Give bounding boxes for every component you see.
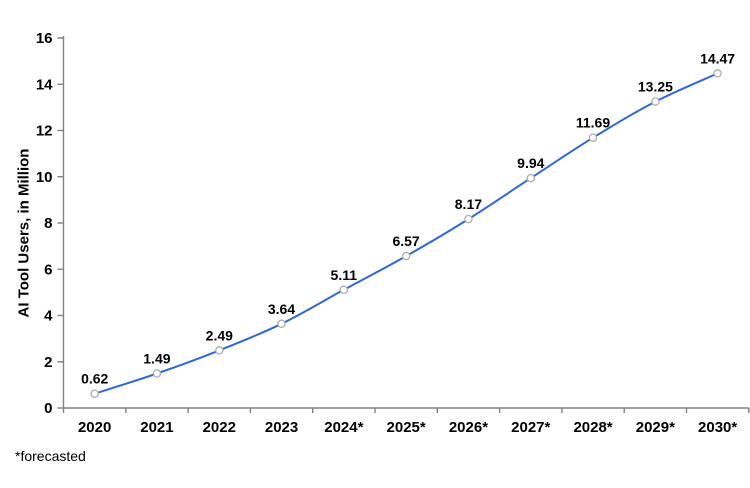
data-point-label: 1.49: [143, 351, 170, 367]
x-axis-tick-label: 2029*: [636, 419, 675, 436]
data-point-label: 8.17: [455, 196, 482, 212]
y-axis-tick-label: 0: [44, 400, 52, 417]
x-axis-tick-label: 2025*: [387, 419, 426, 436]
data-point-label: 9.94: [517, 155, 544, 171]
x-axis-tick-label: 2027*: [511, 419, 550, 436]
data-point-label: 6.57: [392, 233, 419, 249]
y-axis-tick-label: 2: [44, 354, 52, 371]
data-point-marker: [90, 389, 99, 398]
data-point-marker: [277, 319, 286, 329]
data-point-marker: [713, 69, 722, 78]
data-point-label: 0.62: [81, 371, 108, 387]
data-point-marker: [526, 173, 536, 183]
x-axis-tick-label: 2021: [140, 419, 173, 436]
forecast-footnote: *forecasted: [15, 448, 86, 464]
data-point-label: 3.64: [268, 301, 295, 317]
y-axis-tick-label: 4: [44, 308, 53, 325]
data-point-marker: [464, 214, 473, 224]
x-axis-tick-label: 2030*: [698, 419, 737, 436]
data-point-marker: [152, 369, 162, 378]
y-axis-tick-label: 6: [44, 261, 52, 278]
y-axis-tick-label: 12: [36, 123, 53, 140]
data-point-label: 2.49: [206, 327, 233, 343]
data-point-marker: [339, 285, 349, 295]
data-point-marker: [651, 97, 660, 106]
data-point-label: 13.25: [638, 79, 673, 95]
x-axis-tick-label: 2026*: [449, 419, 488, 436]
x-axis-tick-label: 2023: [265, 419, 298, 436]
y-axis-tick-label: 8: [44, 215, 52, 232]
y-axis-tick-label: 14: [36, 76, 53, 93]
data-point-label: 11.69: [576, 115, 610, 131]
x-axis-tick-label: 2020: [78, 419, 111, 436]
x-axis-tick-label: 2028*: [573, 419, 612, 436]
data-point-marker: [588, 133, 598, 142]
data-point-label: 5.11: [331, 267, 358, 283]
x-axis-tick-label: 2024*: [324, 419, 363, 436]
x-axis-tick-label: 2022: [203, 419, 236, 436]
y-axis-tick-label: 10: [36, 169, 53, 186]
data-point-label: 14.47: [700, 50, 735, 66]
data-point-marker: [215, 346, 224, 355]
data-point-marker: [401, 251, 411, 261]
y-axis-tick-label: 16: [36, 30, 53, 47]
